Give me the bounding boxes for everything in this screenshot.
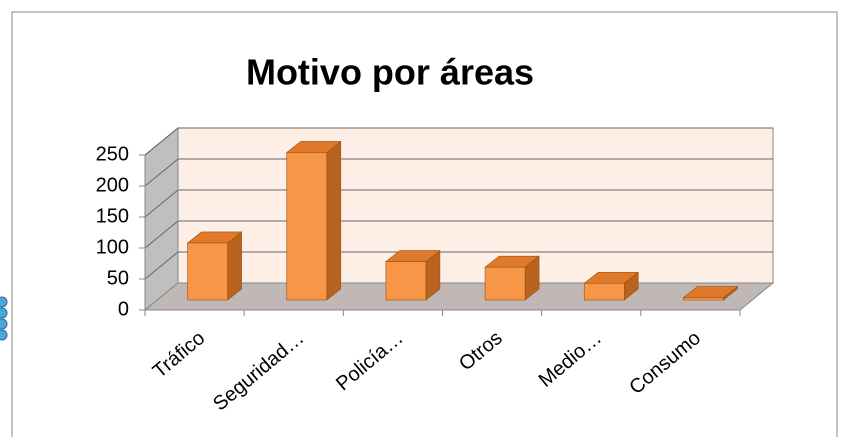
side-decoration: [0, 296, 8, 341]
bar-front: [683, 297, 724, 301]
grid-line: [144, 251, 179, 280]
chart-title: Motivo por áreas: [246, 52, 534, 93]
y-tick-label: 150: [96, 205, 129, 227]
bar: [385, 249, 441, 301]
bar-front: [385, 261, 427, 301]
bar: [583, 271, 640, 301]
y-tick-label: 0: [118, 298, 129, 320]
back-wall: [177, 127, 774, 284]
bar-front: [187, 242, 228, 301]
bar-front: [286, 152, 328, 301]
bar-front: [484, 266, 526, 301]
bar: [285, 140, 342, 301]
grid-line: [144, 158, 179, 187]
left-wall: [144, 126, 179, 312]
y-tick-label: 250: [96, 143, 129, 165]
grid-line: [144, 189, 179, 218]
grid-line: [144, 220, 179, 249]
grid-line: [144, 127, 179, 156]
bar-side: [227, 231, 242, 301]
y-tick-label: 200: [96, 174, 129, 196]
y-tick-label: 100: [96, 236, 129, 258]
bar-front: [583, 282, 625, 301]
bar: [682, 285, 739, 301]
bar: [186, 231, 243, 301]
bar: [484, 255, 540, 301]
bar-side: [326, 140, 342, 301]
y-tick-label: 50: [107, 267, 129, 289]
